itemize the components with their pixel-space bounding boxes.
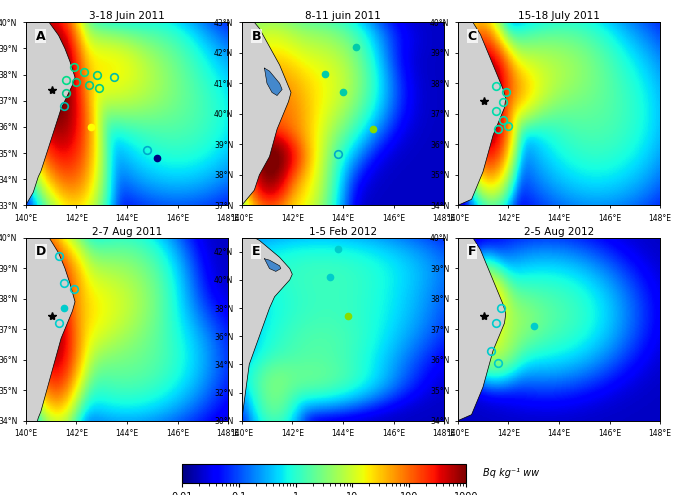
Text: B: B — [252, 30, 261, 43]
Polygon shape — [265, 68, 282, 96]
Text: D: D — [36, 245, 46, 258]
Title: 2-5 Aug 2012: 2-5 Aug 2012 — [524, 227, 594, 237]
Text: Bq kg⁻¹ ww: Bq kg⁻¹ ww — [483, 468, 539, 478]
Text: E: E — [252, 245, 261, 258]
Polygon shape — [26, 9, 75, 205]
Polygon shape — [242, 22, 291, 205]
Title: 3-18 Juin 2011: 3-18 Juin 2011 — [89, 11, 165, 21]
Title: 15-18 July 2011: 15-18 July 2011 — [518, 11, 600, 21]
Polygon shape — [458, 22, 506, 205]
Text: A: A — [36, 30, 45, 43]
Title: 2-7 Aug 2011: 2-7 Aug 2011 — [92, 227, 162, 237]
Text: F: F — [468, 245, 477, 258]
Polygon shape — [242, 238, 292, 421]
Text: C: C — [468, 30, 477, 43]
Polygon shape — [26, 222, 75, 451]
Polygon shape — [458, 238, 506, 421]
Polygon shape — [265, 259, 281, 271]
Title: 8-11 juin 2011: 8-11 juin 2011 — [305, 11, 381, 21]
Title: 1-5 Feb 2012: 1-5 Feb 2012 — [309, 227, 377, 237]
